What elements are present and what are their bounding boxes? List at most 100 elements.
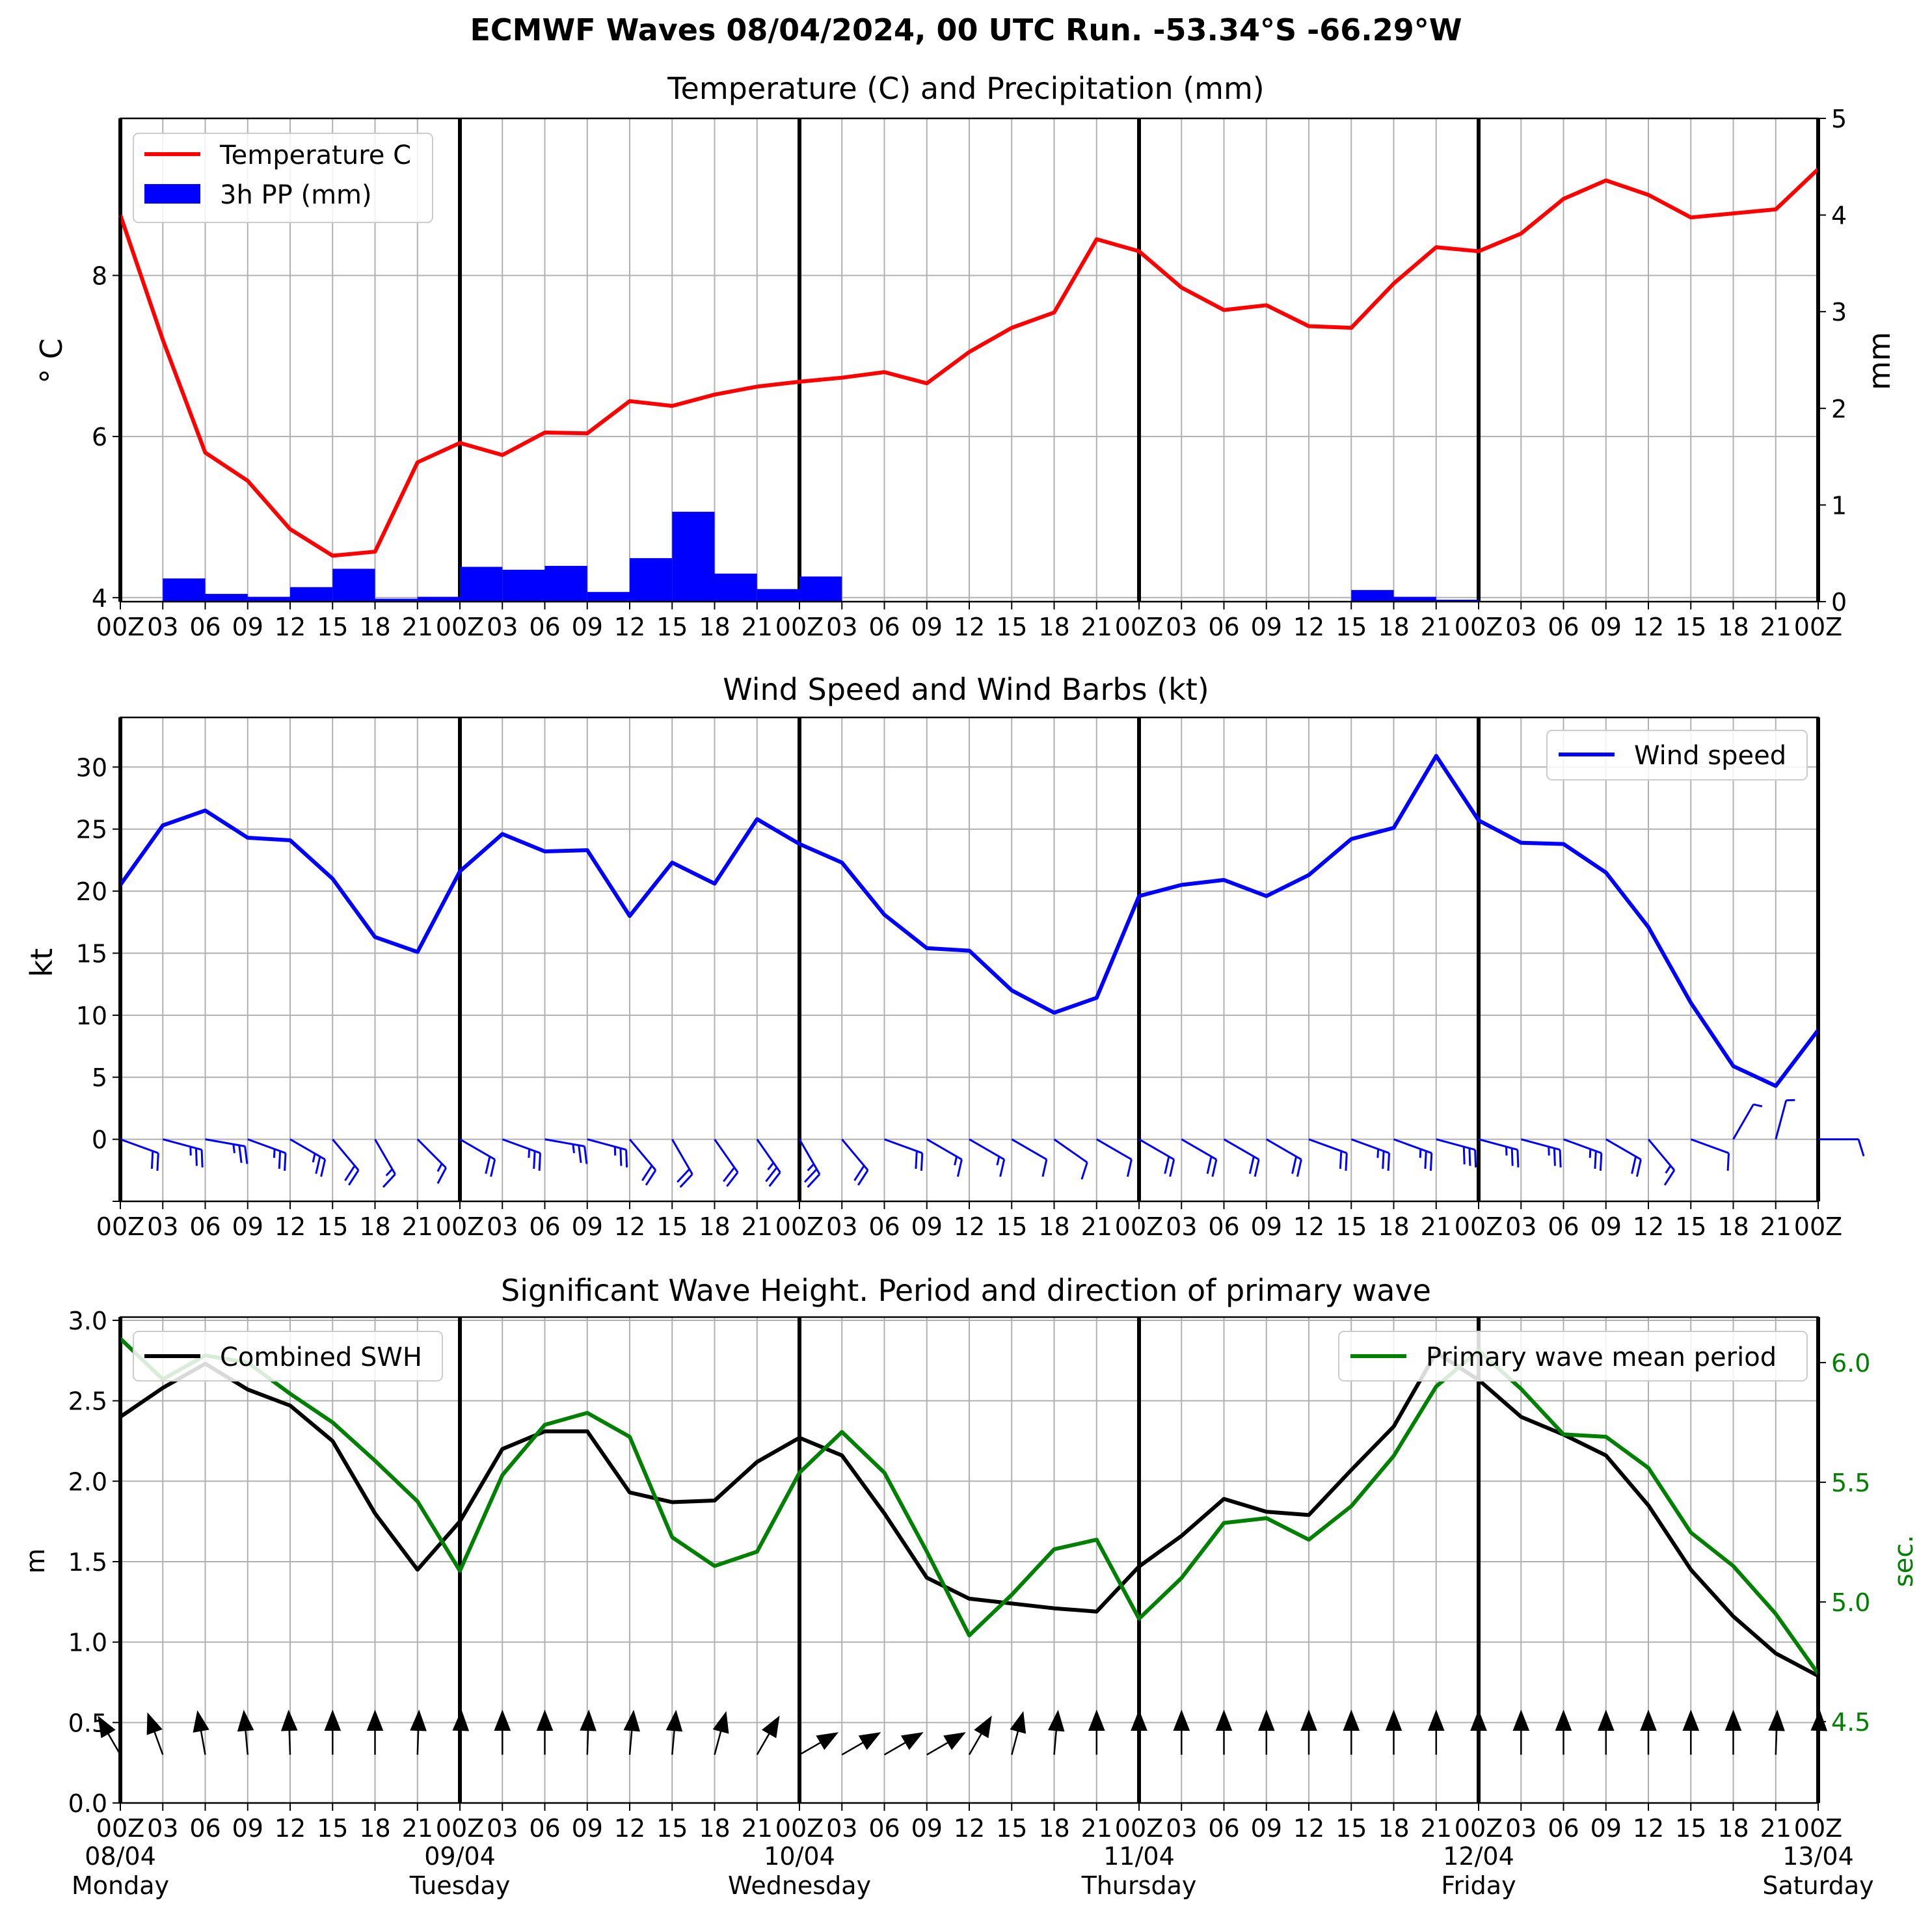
x-tick-label: 00Z bbox=[436, 1814, 484, 1843]
legend-box bbox=[133, 1331, 443, 1381]
temperature-panel-title: Temperature (C) and Precipitation (mm) bbox=[667, 71, 1264, 106]
wind-speed-line bbox=[118, 754, 1820, 1088]
x-tick-label: 06 bbox=[189, 613, 221, 641]
y-tick-label: 20 bbox=[76, 877, 107, 906]
x-tick-label: 06 bbox=[529, 1212, 560, 1241]
x-tick-label: 15 bbox=[656, 1212, 688, 1241]
wind-ticks: 00Z 03 06 09 12 15 18 21 00Z 03 06 09 12 15 18 21 00Z 03 0… bbox=[76, 716, 1842, 1241]
wave-direction-arrow bbox=[494, 1709, 511, 1755]
wave-direction-arrow bbox=[1512, 1709, 1530, 1755]
x-tick-label: 09 bbox=[911, 1814, 943, 1843]
legend-label-wind: Wind speed bbox=[1634, 741, 1786, 771]
wind-barb bbox=[883, 1138, 924, 1171]
wind-barb bbox=[671, 1138, 693, 1188]
wave-direction-arrow bbox=[410, 1709, 427, 1755]
x-tick-label: 15 bbox=[317, 1814, 348, 1843]
x-tick-label: 03 bbox=[1505, 1212, 1536, 1241]
wave-direction-arrow bbox=[1215, 1709, 1233, 1755]
wave-direction-arrow bbox=[98, 1715, 122, 1755]
period-polyline bbox=[118, 1337, 1820, 1675]
x-tick-label: 21 bbox=[742, 613, 773, 641]
x-tick-label: 03 bbox=[487, 613, 518, 641]
x-tick-label: 21 bbox=[1760, 1814, 1791, 1843]
y-tick-label: 15 bbox=[76, 939, 107, 968]
y-tick-label: 5 bbox=[92, 1063, 107, 1092]
day-date-label: 11/04 bbox=[1103, 1842, 1175, 1871]
wind-grid bbox=[118, 717, 1820, 1201]
y-tick-label: 0 bbox=[92, 1126, 107, 1155]
wave-direction-arrow bbox=[926, 1732, 966, 1755]
day-name-label: Monday bbox=[72, 1871, 169, 1900]
x-tick-label: 06 bbox=[189, 1814, 221, 1843]
wave-direction-arrow bbox=[324, 1709, 342, 1755]
x-tick-label: 00Z bbox=[1115, 1814, 1163, 1843]
wave-direction-arrow bbox=[1640, 1709, 1657, 1755]
wind-barb bbox=[926, 1138, 963, 1177]
x-tick-label: 18 bbox=[1717, 1814, 1749, 1843]
wind-barb bbox=[120, 1138, 159, 1171]
temperature-line bbox=[118, 167, 1820, 558]
wind-barb bbox=[374, 1138, 396, 1188]
x-tick-label: 09 bbox=[572, 1814, 603, 1843]
x-tick-label: 03 bbox=[147, 1814, 178, 1843]
wave-direction-arrow bbox=[756, 1715, 780, 1755]
x-tick-label: 00Z bbox=[1794, 613, 1842, 641]
day-name-label: Tuesday bbox=[409, 1871, 511, 1900]
wind-barb bbox=[756, 1138, 781, 1187]
x-tick-label: 00Z bbox=[96, 1212, 144, 1241]
wave-direction-arrow bbox=[623, 1709, 641, 1755]
x-tick-label: 12 bbox=[614, 1814, 645, 1843]
legend-box bbox=[1546, 730, 1808, 781]
wave-direction-arrow bbox=[1257, 1709, 1275, 1755]
wave-direction-arrow bbox=[580, 1709, 597, 1755]
x-tick-label: 06 bbox=[1208, 613, 1239, 641]
y-tick-label: 25 bbox=[76, 816, 107, 844]
x-tick-label: 06 bbox=[529, 613, 560, 641]
wind-barb bbox=[502, 1138, 541, 1171]
x-tick-label: 21 bbox=[1421, 613, 1452, 641]
wind-panel: Wind Speed and Wind Barbs (kt) kt 00Z 03 0… bbox=[24, 672, 1865, 1241]
precip-bar bbox=[1393, 596, 1436, 602]
x-tick-label: 15 bbox=[1335, 1212, 1367, 1241]
wave-direction-arrow bbox=[1010, 1711, 1026, 1755]
precip-bar bbox=[502, 569, 545, 602]
x-tick-label: 18 bbox=[1378, 613, 1409, 641]
y-tick-label: 0.0 bbox=[68, 1789, 107, 1818]
x-tick-label: 03 bbox=[487, 1212, 518, 1241]
x-tick-label: 06 bbox=[529, 1814, 560, 1843]
period-axis-label: sec. bbox=[1889, 1535, 1919, 1587]
x-tick-label: 06 bbox=[868, 613, 900, 641]
wind-barb bbox=[416, 1138, 447, 1184]
wind-barb bbox=[1605, 1138, 1642, 1177]
x-tick-label: 12 bbox=[275, 1814, 306, 1843]
y2-tick-label: 4 bbox=[1831, 202, 1847, 230]
x-tick-label: 03 bbox=[826, 613, 857, 641]
legend-box bbox=[1338, 1331, 1808, 1381]
precip-bar bbox=[332, 568, 375, 602]
day-date-label: 10/04 bbox=[764, 1842, 835, 1871]
x-tick-label: 09 bbox=[232, 1212, 263, 1241]
x-tick-label: 12 bbox=[275, 613, 306, 641]
wave-direction-arrow bbox=[1597, 1709, 1615, 1755]
legend-label-precip: 3h PP (mm) bbox=[220, 180, 372, 210]
y-tick-label: 2.0 bbox=[68, 1467, 107, 1496]
wind-barb bbox=[1732, 1103, 1763, 1140]
wind-barb bbox=[205, 1138, 248, 1164]
day-date-label: 13/04 bbox=[1782, 1842, 1854, 1871]
x-tick-label: 00Z bbox=[96, 1814, 144, 1843]
x-tick-label: 06 bbox=[868, 1212, 900, 1241]
precip-bar bbox=[247, 596, 290, 602]
precip-bar bbox=[163, 578, 206, 602]
y-tick-label: 3.0 bbox=[68, 1307, 107, 1335]
x-tick-label: 18 bbox=[359, 1814, 390, 1843]
x-tick-label: 12 bbox=[1633, 613, 1664, 641]
x-tick-label: 18 bbox=[699, 1212, 730, 1241]
wind-barb bbox=[1011, 1138, 1048, 1177]
legend-box bbox=[133, 133, 433, 223]
precip-bar bbox=[757, 589, 799, 602]
x-tick-label: 18 bbox=[1038, 613, 1069, 641]
y-tick-label: 0.5 bbox=[68, 1709, 107, 1737]
wind-barb bbox=[544, 1138, 588, 1164]
x-tick-label: 09 bbox=[1590, 1814, 1622, 1843]
x-tick-label: 12 bbox=[1633, 1814, 1664, 1843]
